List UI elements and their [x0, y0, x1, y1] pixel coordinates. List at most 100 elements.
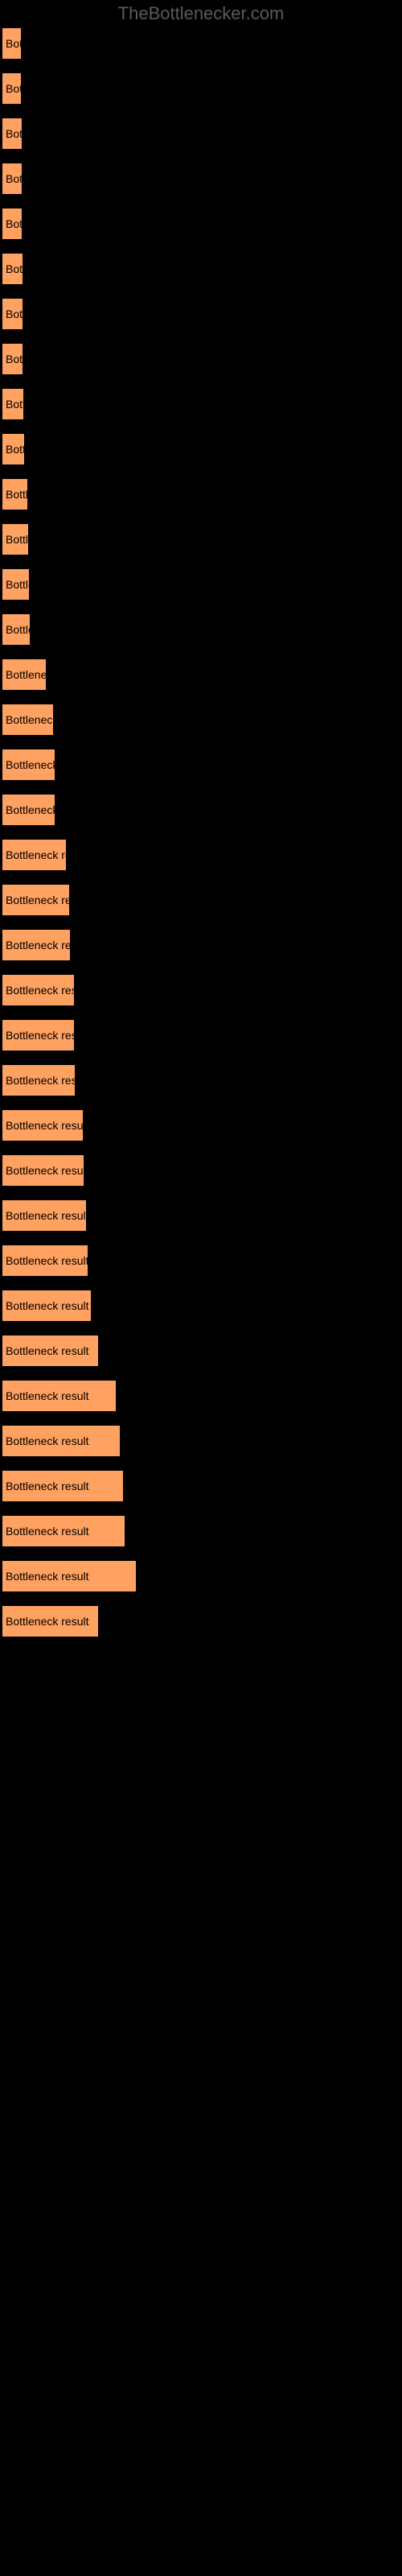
- bar-row: Bottleneck result26.9%: [2, 974, 400, 1006]
- bar: Bottleneck result10.7%: [2, 613, 31, 646]
- bar-link[interactable]: Bottleneck result19.1%: [2, 704, 400, 736]
- bar-row: Bottleneck result8.0%: [2, 298, 400, 330]
- bar-value: 49.5%: [136, 1570, 168, 1583]
- bar-value: 42.1%: [116, 1389, 148, 1402]
- bar-link[interactable]: Bottleneck result7.3%: [2, 72, 400, 105]
- bar-row: Bottleneck result7.5%: [2, 118, 400, 150]
- bar-value: 45.2%: [125, 1525, 157, 1538]
- bar: Bottleneck result9.7%: [2, 478, 28, 510]
- bar-value: 7.5%: [22, 127, 47, 140]
- bar-row: Bottleneck result44.8%: [2, 1470, 400, 1502]
- bar-row: Bottleneck result25.2%: [2, 929, 400, 961]
- bar: Bottleneck result35.5%: [2, 1605, 99, 1637]
- bar: Bottleneck result19.8%: [2, 794, 55, 826]
- bar-value: 19.6%: [55, 758, 87, 771]
- bar-row: Bottleneck result7.3%: [2, 27, 400, 60]
- bar-link[interactable]: Bottleneck result25.0%: [2, 884, 400, 916]
- bar-value: 30.3%: [84, 1164, 116, 1177]
- bar-label: Bottleneck result: [6, 1525, 89, 1538]
- bar-row: Bottleneck result 49.5%: [2, 1560, 400, 1592]
- bar-label: Bottleneck result: [6, 1344, 89, 1357]
- bar-link[interactable]: Bottleneck result8.4%: [2, 433, 400, 465]
- bar-link[interactable]: Bottleneck result 42.1%: [2, 1380, 400, 1412]
- bar-value: 10.1%: [28, 533, 60, 546]
- bar-label: Bottleneck result: [6, 1209, 89, 1222]
- bar-label: Bottleneck result: [6, 1119, 89, 1132]
- bar-link[interactable]: Bottleneck result7.7%: [2, 208, 400, 240]
- bar-row: Bottleneck result30.3%: [2, 1154, 400, 1187]
- bar: Bottleneck result7.5%: [2, 118, 23, 150]
- bar-link[interactable]: Bottleneck result35.5%: [2, 1605, 400, 1637]
- bar: Bottleneck result8.0%: [2, 343, 23, 375]
- bar-link[interactable]: Bottleneck result10.1%: [2, 523, 400, 555]
- bar-link[interactable]: Bottleneck result8.0%: [2, 253, 400, 285]
- bar-link[interactable]: Bottleneck result31.8%: [2, 1245, 400, 1277]
- bar-link[interactable]: Bottleneck result35.5%: [2, 1335, 400, 1367]
- bar-value: 23.7%: [66, 848, 98, 861]
- bar-link[interactable]: Bottleneck result7.5%: [2, 118, 400, 150]
- bar-row: Bottleneck result23.7%: [2, 839, 400, 871]
- bar: Bottleneck result25.0%: [2, 884, 70, 916]
- bar-value: 19.8%: [55, 803, 87, 816]
- bar-row: Bottleneck result16.6%: [2, 658, 400, 691]
- bar-link[interactable]: Bottleneck result7.5%: [2, 163, 400, 195]
- bar-value: 32.9%: [91, 1299, 123, 1312]
- bar: Bottleneck result44.8%: [2, 1470, 124, 1502]
- bar-link[interactable]: Bottleneck result8.0%: [2, 343, 400, 375]
- bar: Bottleneck result7.5%: [2, 163, 23, 195]
- bar-link[interactable]: Bottleneck result25.2%: [2, 929, 400, 961]
- bar-row: Bottleneck result35.5%: [2, 1605, 400, 1637]
- bar-link[interactable]: Bottleneck result19.8%: [2, 794, 400, 826]
- bar-link[interactable]: Bottleneck result16.6%: [2, 658, 400, 691]
- bar-label: Bottleneck result: [6, 1254, 89, 1267]
- bar-link[interactable]: Bottleneck result 45.2%: [2, 1515, 400, 1547]
- bar-link[interactable]: Bottleneck result19.6%: [2, 749, 400, 781]
- bar-value: 8.0%: [23, 308, 48, 320]
- bar-row: Bottleneck result43.5%: [2, 1425, 400, 1457]
- bar-link[interactable]: Bottleneck result26.9%: [2, 1019, 400, 1051]
- bar-label: Bottleneck result: [6, 37, 89, 50]
- bar-label: Bottleneck result: [6, 1389, 89, 1402]
- bar-value: 10.7%: [30, 623, 62, 636]
- bar-link[interactable]: Bottleneck result26.9%: [2, 974, 400, 1006]
- bar-link[interactable]: Bottleneck result32.9%: [2, 1290, 400, 1322]
- bar: Bottleneck result25.2%: [2, 929, 71, 961]
- bar-link[interactable]: Bottleneck result31.2%: [2, 1199, 400, 1232]
- bar-row: Bottleneck result19.8%: [2, 794, 400, 826]
- bar-value: 26.9%: [74, 1029, 106, 1042]
- bar-link[interactable]: Bottleneck result30.3%: [2, 1154, 400, 1187]
- bar-link[interactable]: Bottleneck result44.8%: [2, 1470, 400, 1502]
- bar-link[interactable]: Bottleneck result30.1%: [2, 1109, 400, 1141]
- bar: Bottleneck result49.5%: [2, 1560, 137, 1592]
- bar-link[interactable]: Bottleneck result7.3%: [2, 27, 400, 60]
- bar-link[interactable]: Bottleneck result10.4%: [2, 568, 400, 601]
- bar-row: Bottleneck result10.1%: [2, 523, 400, 555]
- bar: Bottleneck result30.1%: [2, 1109, 84, 1141]
- bar: Bottleneck result43.5%: [2, 1425, 121, 1457]
- bar-row: Bottleneck result30.1%: [2, 1109, 400, 1141]
- bar-label: Bottleneck result: [6, 172, 89, 185]
- bar-link[interactable]: Bottleneck result 49.5%: [2, 1560, 400, 1592]
- bar-row: Bottleneck result7.5%: [2, 163, 400, 195]
- bar-link[interactable]: Bottleneck result27.1%: [2, 1064, 400, 1096]
- bar-value: 35.5%: [98, 1615, 130, 1628]
- bar-link[interactable]: Bottleneck result10.7%: [2, 613, 400, 646]
- bar-link[interactable]: Bottleneck result8.0%: [2, 298, 400, 330]
- bar-label: Bottleneck result: [6, 1299, 89, 1312]
- bar-link[interactable]: Bottleneck result43.5%: [2, 1425, 400, 1457]
- bar-link[interactable]: Bottleneck result8.2%: [2, 388, 400, 420]
- bar: Bottleneck result8.0%: [2, 298, 23, 330]
- bar-row: Bottleneck result26.9%: [2, 1019, 400, 1051]
- bar-row: Bottleneck result 42.1%: [2, 1380, 400, 1412]
- bar-value: 31.2%: [86, 1209, 118, 1222]
- bar-link[interactable]: Bottleneck result23.7%: [2, 839, 400, 871]
- bar-row: Bottleneck result7.7%: [2, 208, 400, 240]
- bar: Bottleneck result45.2%: [2, 1515, 125, 1547]
- bar: Bottleneck result31.2%: [2, 1199, 87, 1232]
- bar-link[interactable]: Bottleneck result9.7%: [2, 478, 400, 510]
- bar: Bottleneck result42.1%: [2, 1380, 117, 1412]
- bar-chart: Bottleneck result7.3%Bottleneck result7.…: [0, 27, 402, 1637]
- bar-value: 7.7%: [22, 217, 47, 230]
- bar-row: Bottleneck result 45.2%: [2, 1515, 400, 1547]
- bar-label: Bottleneck result: [6, 1570, 89, 1583]
